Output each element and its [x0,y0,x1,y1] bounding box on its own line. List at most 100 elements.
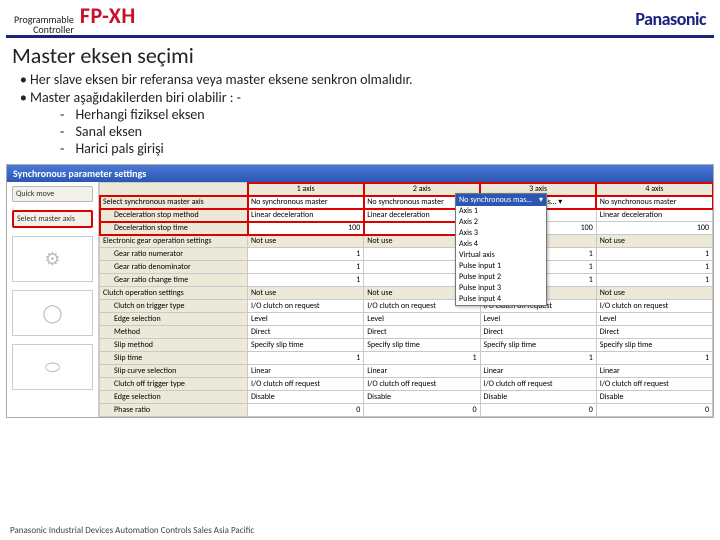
cell[interactable]: Linear deceleration [248,209,364,222]
window-titlebar: Synchronous parameter settings [7,165,713,182]
dropdown-item[interactable]: Pulse input 3 [456,283,546,294]
cell[interactable]: 1 [596,261,712,274]
bullet-item: Her slave eksen bir referansa veya maste… [30,71,698,88]
cell[interactable]: Disable [596,391,712,404]
cell[interactable]: 1 [596,274,712,287]
cell[interactable]: Level [364,313,480,326]
col-blank [100,183,248,196]
cell[interactable]: Specify slip time [480,339,596,352]
bullet-item: Master aşağıdakilerden biri olabilir : -… [30,89,698,157]
cell[interactable]: Linear [364,365,480,378]
row-label: Edge selection [100,391,248,404]
grid-header-row: 1 axis 2 axis 3 axis 4 axis [100,183,713,196]
row-label: Deceleration stop method [100,209,248,222]
nav-select-master-axis[interactable]: Select master axis [12,210,93,228]
cell[interactable]: Specify slip time [248,339,364,352]
dropdown-item[interactable]: Pulse input 1 [456,261,546,272]
cell[interactable]: 0 [480,404,596,417]
row-master-axis: Select synchronous master axis No synchr… [100,196,713,209]
cell[interactable]: Linear [248,365,364,378]
parameter-grid: 1 axis 2 axis 3 axis 4 axis Select synch… [99,182,713,417]
nav-icon-cam[interactable]: ⬭ [12,344,93,390]
cell[interactable]: I/O clutch on request [248,300,364,313]
bullet-list: Her slave eksen bir referansa veya maste… [0,71,720,164]
cell[interactable]: No synchronous master [596,196,712,209]
cell[interactable]: I/O clutch on request [596,300,712,313]
row-label: Clutch off trigger type [100,378,248,391]
nav-icon-clutch[interactable]: ◯ [12,290,93,336]
row-label: Gear ratio change time [100,274,248,287]
cell[interactable]: 1 [248,248,364,261]
cell[interactable]: 1 [596,352,712,365]
cell[interactable]: Disable [364,391,480,404]
brand-logo: Panasonic [635,8,706,30]
cell[interactable]: 100 [248,222,364,235]
cell[interactable]: Linear deceleration [596,209,712,222]
dropdown-item[interactable]: Pulse input 4 [456,294,546,305]
cell[interactable]: 100 [596,222,712,235]
cell[interactable]: Not use [596,287,712,300]
row-label: Gear ratio numerator [100,248,248,261]
cell[interactable]: Level [596,313,712,326]
col-axis-4[interactable]: 4 axis [596,183,712,196]
dropdown-item[interactable]: Pulse input 2 [456,272,546,283]
nav-icon-gear[interactable]: ⚙ [12,236,93,282]
row-label: Phase ratio [100,404,248,417]
settings-window: Synchronous parameter settings Quick mov… [6,164,714,418]
row-label: Slip curve selection [100,365,248,378]
cell[interactable]: Not use [596,235,712,248]
cell[interactable]: Disable [480,391,596,404]
cell[interactable]: Direct [596,326,712,339]
row-label: Edge selection [100,313,248,326]
cell[interactable]: Specify slip time [364,339,480,352]
cell[interactable]: 1 [248,352,364,365]
cell[interactable]: 0 [248,404,364,417]
sub-bullet: Herhangi fiziksel eksen [58,106,698,123]
cell[interactable]: 0 [364,404,480,417]
dropdown-item[interactable]: Virtual axis [456,250,546,261]
row-label: Slip method [100,339,248,352]
cell[interactable]: Specify slip time [596,339,712,352]
cell[interactable]: I/O clutch off request [248,378,364,391]
row-label: Deceleration stop time [100,222,248,235]
cell[interactable]: Direct [364,326,480,339]
col-axis-1[interactable]: 1 axis [248,183,364,196]
cell[interactable]: 1 [248,261,364,274]
cell[interactable]: 1 [364,352,480,365]
dropdown-header[interactable]: No synchronous mas…▾ [456,194,546,206]
model-badge: FP-XH [80,2,136,29]
master-axis-dropdown[interactable]: No synchronous mas…▾ Axis 1 Axis 2 Axis … [455,193,547,306]
dropdown-item[interactable]: Axis 2 [456,217,546,228]
side-nav: Quick move Select master axis ⚙ ◯ ⬭ [7,182,99,417]
dropdown-item[interactable]: Axis 1 [456,206,546,217]
row-label: Method [100,326,248,339]
row-label: Slip time [100,352,248,365]
row-label: Gear ratio denominator [100,261,248,274]
cell[interactable]: I/O clutch off request [596,378,712,391]
dropdown-item[interactable]: Axis 3 [456,228,546,239]
cell[interactable]: Linear [480,365,596,378]
cell[interactable]: 1 [596,248,712,261]
cell[interactable]: Level [480,313,596,326]
dropdown-item[interactable]: Axis 4 [456,239,546,250]
row-label: Clutch on trigger type [100,300,248,313]
cell[interactable]: 1 [480,352,596,365]
cell[interactable]: I/O clutch off request [364,378,480,391]
cell[interactable]: Level [248,313,364,326]
cell[interactable]: Direct [480,326,596,339]
cell[interactable]: Direct [248,326,364,339]
cell[interactable]: 1 [248,274,364,287]
nav-quick-move[interactable]: Quick move [12,186,93,202]
group-clutch: Clutch operation settings [100,287,248,300]
cell[interactable]: Disable [248,391,364,404]
cell[interactable]: No synchronous master [248,196,364,209]
cell[interactable]: Not use [248,287,364,300]
sub-bullet: Harici pals girişi [58,140,698,157]
row-label: Select synchronous master axis [100,196,248,209]
cell[interactable]: 0 [596,404,712,417]
cell[interactable]: Linear [596,365,712,378]
slide-footer: Panasonic Industrial Devices Automation … [0,521,720,540]
cell[interactable]: I/O clutch off request [480,378,596,391]
controller-label: Programmable Controller [14,15,74,35]
cell[interactable]: Not use [248,235,364,248]
